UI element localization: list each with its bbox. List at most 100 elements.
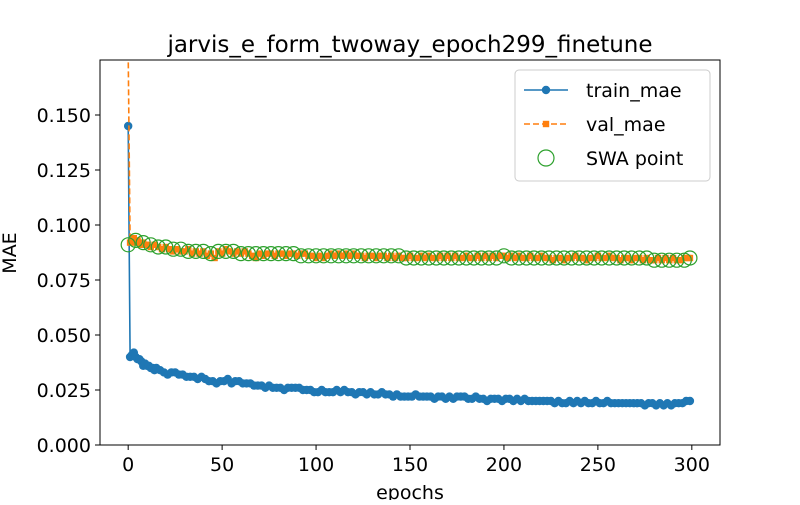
val-mae-point [218, 250, 226, 257]
val-mae-point [286, 250, 293, 257]
y-axis-ticks: 0.000 0.025 0.050 0.075 0.100 0.125 0.150 [37, 105, 100, 457]
swa-point-point [413, 250, 429, 266]
swa-point-point [682, 250, 698, 266]
swa-point-point [315, 248, 332, 264]
val-mae-point [354, 252, 361, 259]
val-mae-point [519, 254, 526, 262]
x-tick-label: 250 [580, 454, 616, 476]
val-mae-point [557, 254, 564, 262]
val-mae-point [429, 254, 436, 262]
swa-point-point [563, 250, 580, 266]
swa-point-point [579, 250, 595, 266]
swa-point-point [443, 250, 459, 266]
y-tick-label: 0.150 [37, 105, 91, 127]
swa-point-point [210, 243, 226, 259]
val-mae-point [512, 254, 519, 262]
val-mae-point [583, 257, 590, 264]
swa-point-point [481, 250, 497, 266]
swa-point-point [346, 248, 362, 264]
x-axis-ticks: 0 50 100 150 200 250 300 [122, 445, 710, 476]
val-mae-point [342, 250, 350, 257]
val-mae-point [451, 252, 459, 259]
val-mae-point [339, 252, 346, 259]
swa-point-point [511, 250, 527, 266]
swa-point-point [639, 250, 655, 266]
swa-point-point [248, 246, 264, 262]
y-tick-label: 0.025 [37, 380, 91, 402]
swa-point-point [631, 250, 647, 266]
swa-point-point [616, 250, 632, 266]
swa-point-point [353, 248, 369, 264]
val-mae-point [444, 252, 451, 259]
swa-point-point [541, 250, 557, 266]
series-swa-point [120, 232, 698, 268]
val-mae-point [226, 248, 233, 255]
swa-point-point [466, 250, 482, 266]
val-mae-point [203, 252, 211, 259]
val-mae-point [158, 246, 166, 253]
swa-point-point [218, 243, 234, 259]
x-tick-label: 150 [392, 454, 428, 476]
val-mae-point [279, 250, 286, 257]
val-mae-point [414, 254, 421, 262]
val-mae-point [294, 252, 301, 259]
val-mae-point [686, 254, 694, 262]
val-mae-point [324, 252, 331, 259]
legend-swatch-marker [542, 120, 550, 128]
val-mae-point [579, 254, 587, 262]
val-mae-point [241, 248, 248, 255]
swa-point-point [368, 248, 384, 264]
swa-point-point [661, 252, 677, 268]
legend: train_mae val_mae SWA point [514, 69, 711, 182]
swa-point-point [255, 246, 272, 262]
val-mae-point [662, 254, 669, 262]
x-tick-label: 300 [674, 454, 710, 476]
swa-point-point [293, 248, 309, 264]
val-mae-point [173, 246, 181, 253]
val-mae-point [466, 254, 474, 262]
val-mae-point [252, 254, 260, 262]
swa-point-point [188, 243, 204, 259]
legend-label: val_mae [586, 114, 666, 136]
train-mae-point [685, 396, 695, 406]
val-mae-point [316, 252, 324, 259]
legend-entry-swa-point: SWA point [537, 148, 683, 170]
val-mae-point [301, 250, 308, 257]
swa-point-point [240, 246, 257, 262]
x-tick-label: 50 [210, 454, 234, 476]
val-mae-point [628, 257, 635, 264]
val-mae-point [617, 257, 624, 264]
swa-point-point [225, 243, 241, 259]
swa-point-point [173, 241, 189, 257]
val-mae-point [384, 254, 391, 262]
val-mae-point [481, 252, 489, 259]
val-mae-point [312, 254, 320, 262]
y-axis-label: MAE [0, 232, 21, 273]
swa-point-point [451, 250, 467, 266]
val-mae-point [222, 246, 230, 253]
val-mae-point [196, 250, 203, 257]
val-mae-point [538, 252, 545, 259]
val-mae-point [143, 241, 151, 248]
val-mae-point [256, 250, 263, 257]
swa-point-point [594, 250, 610, 266]
swa-point-point [300, 248, 317, 264]
val-mae-point [504, 254, 511, 262]
val-mae-point [425, 252, 432, 259]
swa-point-point [533, 250, 550, 266]
val-mae-point [264, 250, 271, 257]
val-mae-point [282, 252, 290, 259]
val-mae-point [399, 254, 406, 262]
val-mae-point [421, 254, 429, 262]
val-mae-point [248, 252, 256, 259]
val-mae-point [654, 254, 662, 262]
val-mae-point [572, 252, 579, 259]
y-tick-label: 0.075 [37, 270, 91, 292]
val-mae-point [350, 250, 357, 257]
val-mae-point [391, 254, 399, 262]
y-tick-label: 0.000 [37, 435, 91, 457]
swa-point-point [421, 250, 437, 266]
val-mae-point [677, 257, 684, 264]
val-mae-point [309, 252, 316, 259]
swa-point-point [165, 241, 181, 257]
